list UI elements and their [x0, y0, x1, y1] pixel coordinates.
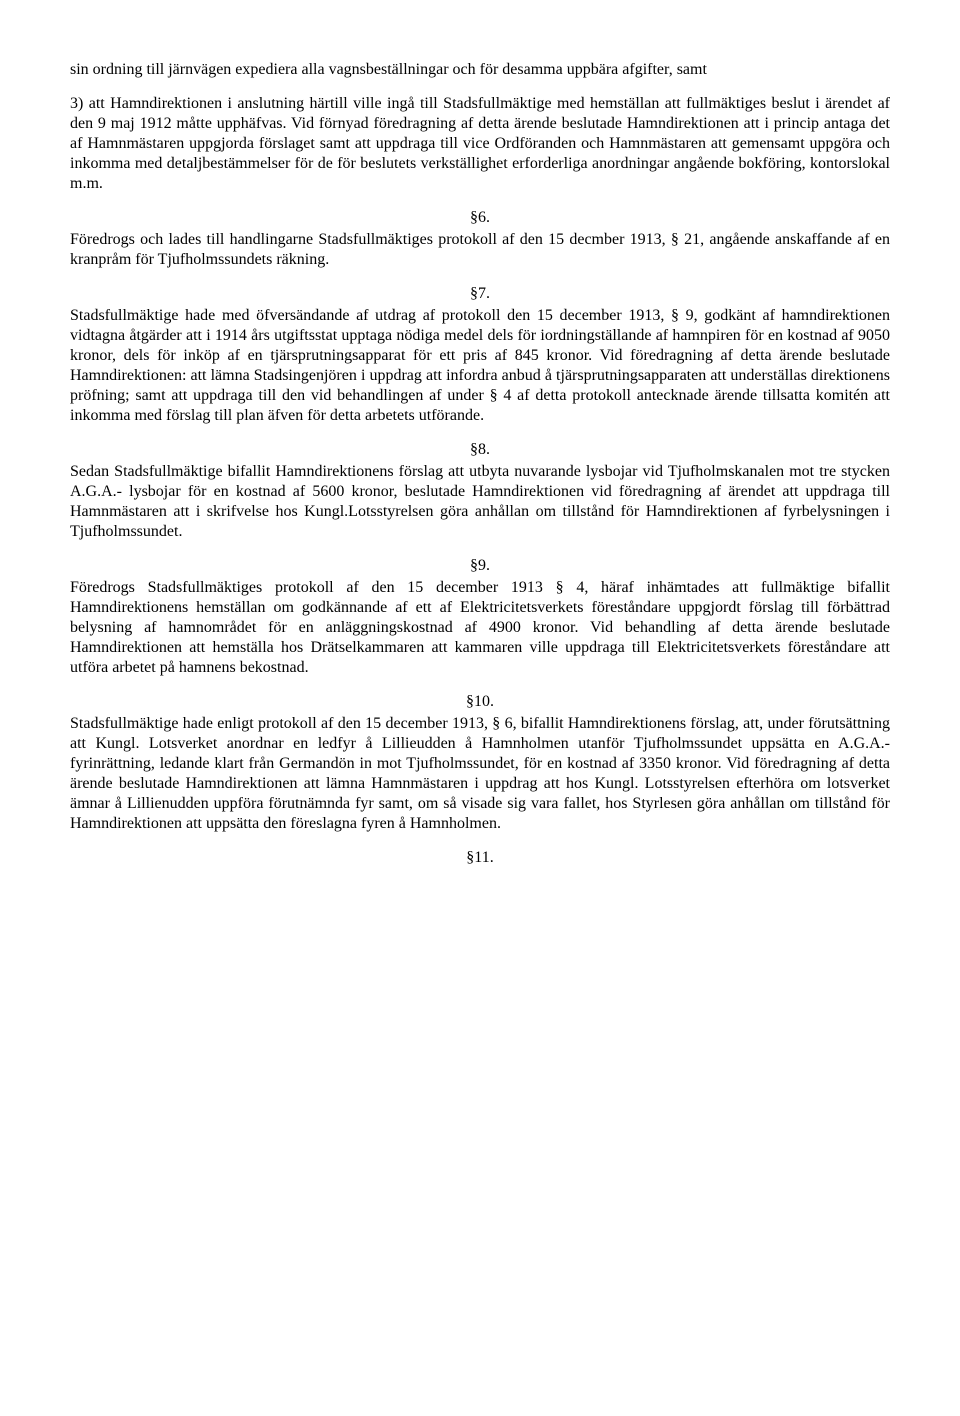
section-8-number: §8. — [70, 440, 890, 460]
section-7-text: Stadsfullmäktige hade med öfversändande … — [70, 306, 890, 426]
section-8-text: Sedan Stadsfullmäktige bifallit Hamndire… — [70, 462, 890, 542]
section-10-text: Stadsfullmäktige hade enligt protokoll a… — [70, 714, 890, 834]
section-9-text: Föredrogs Stadsfullmäktiges protokoll af… — [70, 578, 890, 678]
item-3-text: 3) att Hamndirektionen i anslutning härt… — [70, 94, 890, 194]
section-10-number: §10. — [70, 692, 890, 712]
section-11-number: §11. — [70, 848, 890, 868]
section-6-number: §6. — [70, 208, 890, 228]
section-6-text: Föredrogs och lades till handlingarne St… — [70, 230, 890, 270]
section-9-number: §9. — [70, 556, 890, 576]
section-7-number: §7. — [70, 284, 890, 304]
intro-text: sin ordning till järnvägen expediera all… — [70, 60, 890, 80]
